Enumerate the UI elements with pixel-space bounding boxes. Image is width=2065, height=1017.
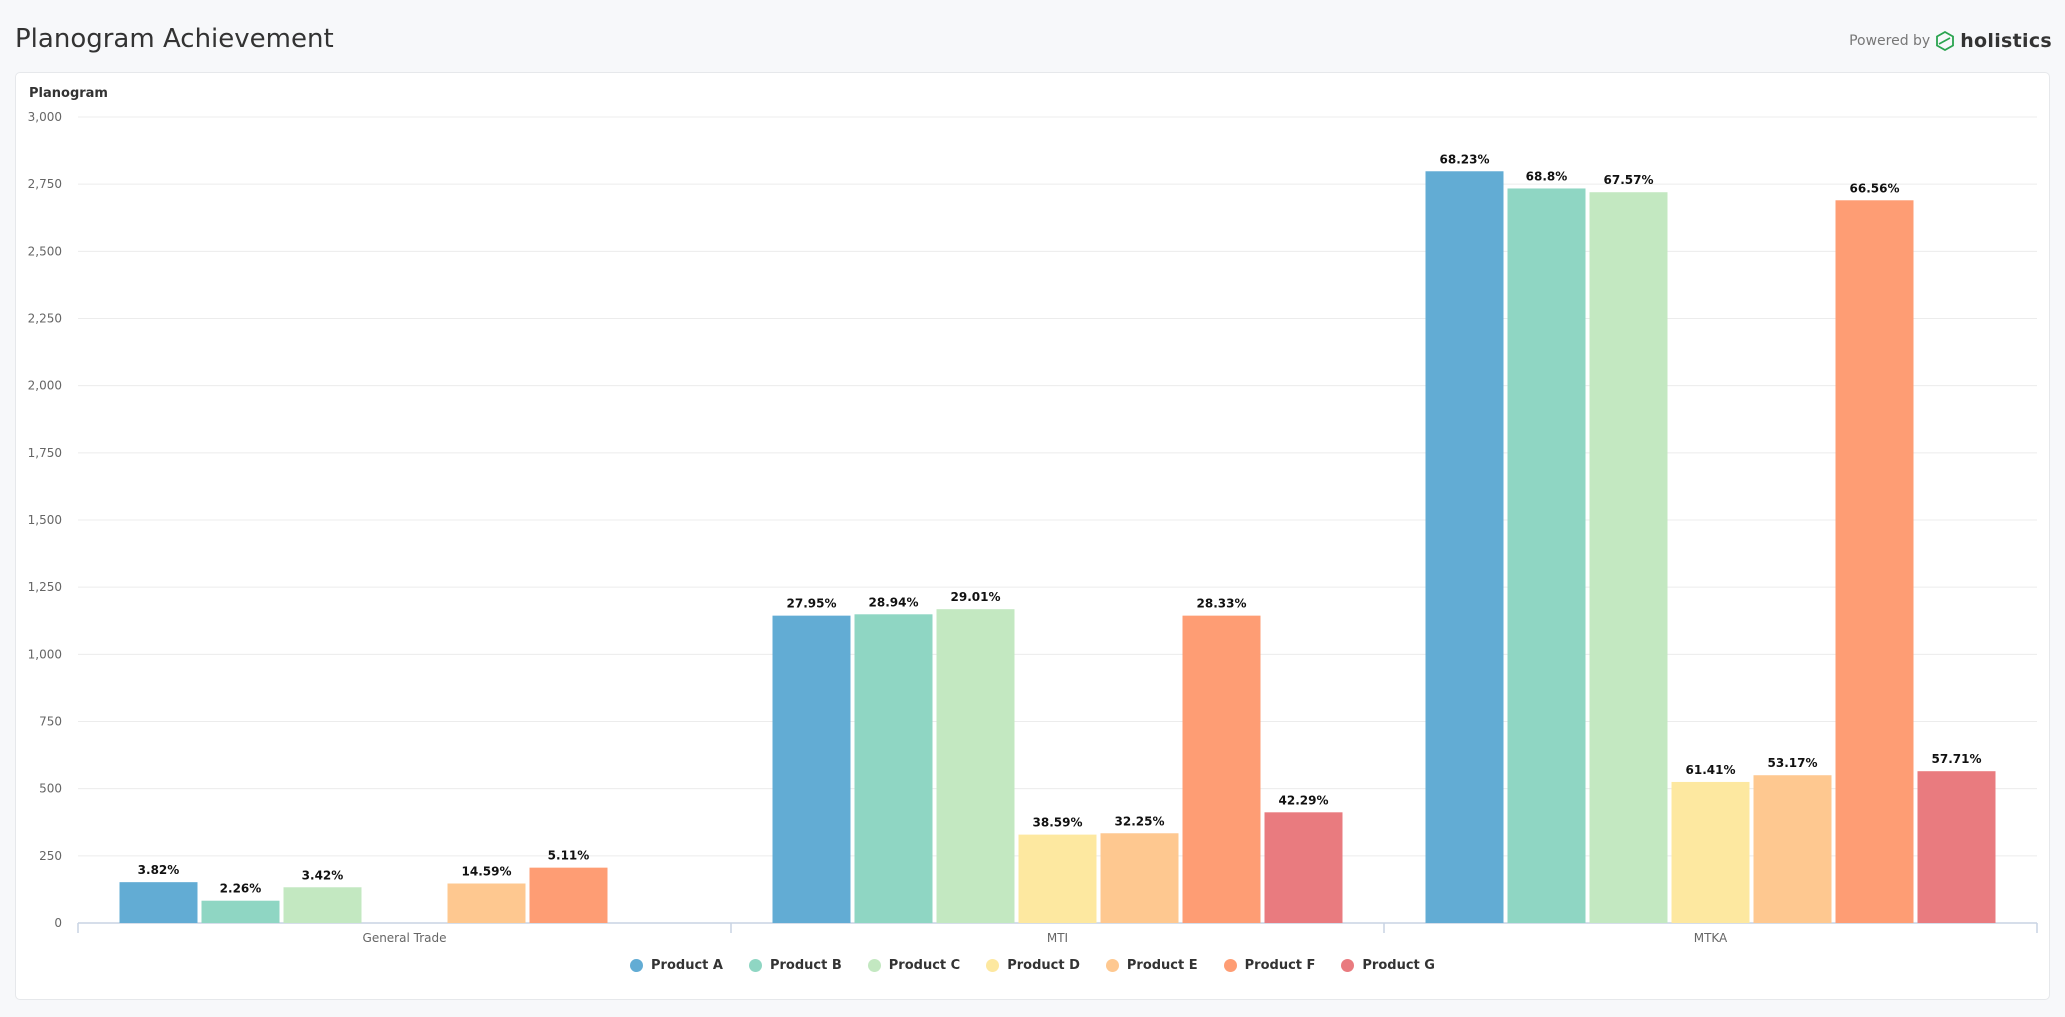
legend-item[interactable]: Product G [1341, 958, 1435, 973]
y-tick-label: 0 [54, 916, 62, 930]
y-tick-label: 2,750 [28, 177, 62, 191]
y-tick-label: 2,000 [28, 379, 62, 393]
legend-item[interactable]: Product F [1223, 958, 1316, 973]
y-tick-label: 1,500 [28, 513, 62, 527]
legend-dot-icon [867, 959, 881, 972]
legend-label: Product G [1362, 958, 1435, 973]
data-label: 32.25% [1115, 814, 1165, 828]
y-tick-label: 2,250 [28, 312, 62, 326]
bar[interactable] [447, 883, 526, 923]
data-label: 67.57% [1604, 173, 1654, 187]
y-tick-label: 1,000 [28, 647, 62, 661]
bar[interactable] [936, 609, 1015, 923]
page-title: Planogram Achievement [15, 24, 334, 54]
bar[interactable] [854, 614, 933, 923]
y-tick-label: 750 [39, 715, 62, 729]
bar[interactable] [1835, 200, 1914, 923]
data-label: 29.01% [951, 590, 1001, 604]
y-axis-title: Planogram [29, 86, 108, 101]
legend-item[interactable]: Product A [630, 958, 723, 973]
data-label: 3.42% [302, 868, 344, 882]
y-tick-label: 1,250 [28, 580, 62, 594]
data-label: 68.23% [1440, 152, 1490, 166]
bar[interactable] [1671, 781, 1750, 923]
legend-dot-icon [1341, 959, 1355, 972]
data-label: 2.26% [220, 882, 262, 896]
data-label: 28.94% [869, 595, 919, 609]
legend-dot-icon [748, 959, 762, 972]
bar[interactable] [1018, 834, 1097, 923]
x-tick-label: MTI [1047, 931, 1068, 945]
holistics-logo-icon [1936, 31, 1955, 51]
y-tick-label: 2,500 [28, 244, 62, 258]
bar[interactable] [1753, 775, 1832, 923]
legend-label: Product C [888, 958, 961, 973]
legend-label: Product E [1126, 958, 1198, 973]
x-tick-label: MTKA [1694, 931, 1728, 945]
bar[interactable] [119, 882, 198, 923]
legend-item[interactable]: Product E [1105, 958, 1198, 973]
data-label: 3.82% [138, 863, 180, 877]
y-tick-label: 250 [39, 849, 62, 863]
legend-item[interactable]: Product B [748, 958, 842, 973]
data-label: 28.33% [1197, 597, 1247, 611]
data-label: 14.59% [462, 865, 512, 879]
legend-item[interactable]: Product D [986, 958, 1080, 973]
data-label: 5.11% [548, 849, 590, 863]
powered-by-label: Powered by [1849, 33, 1931, 49]
legend-label: Product D [1007, 958, 1080, 973]
y-tick-label: 1,750 [28, 446, 62, 460]
data-label: 38.59% [1033, 816, 1083, 830]
data-label: 57.71% [1932, 752, 1982, 766]
legend-item[interactable]: Product C [867, 958, 961, 973]
bar[interactable] [1264, 812, 1343, 923]
legend-label: Product A [651, 958, 723, 973]
legend-label: Product F [1244, 958, 1316, 973]
legend-dot-icon [630, 959, 644, 972]
data-label: 27.95% [787, 597, 837, 611]
bar[interactable] [529, 867, 608, 923]
bar[interactable] [1100, 833, 1179, 923]
legend-dot-icon [1105, 959, 1119, 972]
y-tick-label: 3,000 [28, 110, 62, 124]
bar[interactable] [1589, 192, 1668, 923]
data-label: 68.8% [1526, 169, 1568, 183]
bar[interactable] [1917, 771, 1996, 923]
data-label: 66.56% [1850, 181, 1900, 195]
legend-dot-icon [1223, 959, 1237, 972]
bar[interactable] [201, 900, 280, 923]
bar[interactable] [772, 615, 851, 923]
legend: Product A Product B Product C Product D Prod… [0, 958, 2065, 973]
data-label: 61.41% [1686, 763, 1736, 777]
bar[interactable] [1425, 171, 1504, 924]
data-label: 42.29% [1279, 793, 1329, 807]
data-label: 53.17% [1768, 756, 1818, 770]
legend-label: Product B [769, 958, 842, 973]
bar[interactable] [1507, 188, 1586, 923]
powered-by[interactable]: Powered by holistics [1849, 30, 2052, 52]
brand-name: holistics [1960, 30, 2052, 52]
bar[interactable] [283, 887, 362, 923]
y-tick-label: 500 [39, 782, 62, 796]
x-tick-label: General Trade [363, 931, 447, 945]
bar[interactable] [1182, 615, 1261, 923]
legend-dot-icon [986, 959, 1000, 972]
